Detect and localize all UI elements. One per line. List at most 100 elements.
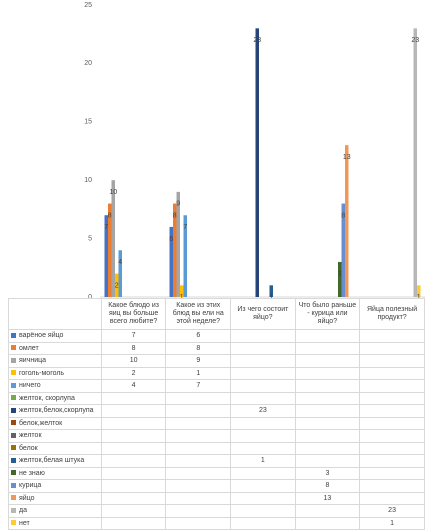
- table-row: варёное яйцо 7 6: [8, 329, 425, 343]
- bar: [176, 191, 180, 297]
- table-row: Какое блюдо из яиц вы больше всего любит…: [8, 298, 425, 330]
- table-cell: [100, 491, 167, 505]
- data-label: 10: [109, 189, 117, 196]
- table-cell: [359, 454, 425, 468]
- legend-key: [11, 357, 16, 363]
- table-cell: [165, 454, 232, 468]
- legend-label: белок: [19, 444, 38, 452]
- legend-key: [11, 420, 16, 426]
- data-label: 8: [108, 212, 112, 219]
- data-label: 9: [176, 201, 180, 208]
- table-row: белок,желток: [8, 416, 425, 430]
- table-cell: Что было раньше - курица или яйцо?: [294, 298, 361, 330]
- table-row: омлет 8 8: [8, 341, 425, 355]
- table-cell: яичница: [8, 354, 102, 368]
- bar: [180, 285, 184, 297]
- table-cell: [165, 516, 232, 530]
- table-cell: [359, 479, 425, 493]
- table-cell: 8: [294, 479, 361, 493]
- table-cell: [294, 379, 361, 393]
- bar: [118, 250, 122, 297]
- table-row: не знаю 3: [8, 466, 425, 480]
- table-cell: [294, 504, 361, 518]
- table-cell: [294, 391, 361, 405]
- table-cell: 9: [165, 354, 232, 368]
- table-cell: Какое из этих блюд вы ели на этой неделе…: [165, 298, 232, 330]
- table-row: яичница 10 9: [8, 354, 425, 368]
- legend-key: [11, 345, 16, 351]
- table-cell: 7: [100, 329, 167, 343]
- table-cell: [230, 479, 296, 493]
- table-cell: желток, скорлупа: [8, 391, 102, 405]
- table-cell: [359, 429, 425, 443]
- table-row: желток,белок,скорлупа 23: [8, 404, 425, 418]
- table-row: яйцо 13: [8, 491, 425, 505]
- legend-key: [11, 495, 16, 501]
- table-row: желток,белая штука 1: [8, 454, 425, 468]
- bar: [255, 28, 259, 298]
- table-cell: [359, 441, 425, 455]
- legend-label: яйцо: [19, 494, 35, 502]
- legend-label: ничего: [19, 382, 41, 390]
- table-cell: [230, 379, 296, 393]
- table-cell: [230, 441, 296, 455]
- legend-key: [11, 470, 16, 476]
- legend-label: омлет: [19, 344, 39, 352]
- table-cell: [359, 354, 425, 368]
- legend-key: [11, 520, 16, 526]
- table-cell: [230, 504, 296, 518]
- legend-key: [11, 407, 16, 413]
- legend-label: гоголь-моголь: [19, 369, 65, 377]
- table-cell: [294, 441, 361, 455]
- table-cell: 3: [294, 466, 361, 480]
- table-cell: 1: [165, 366, 232, 380]
- y-tick-label: 25: [84, 2, 92, 9]
- bar: [104, 215, 108, 297]
- table-cell: курица: [8, 479, 102, 493]
- table-cell: [100, 454, 167, 468]
- legend-label: варёное яйцо: [19, 332, 64, 340]
- data-label: 2: [115, 282, 119, 289]
- table-row: нет 1: [8, 516, 425, 530]
- legend-label: белок,желток: [19, 419, 63, 427]
- table-row: белок: [8, 441, 425, 455]
- bar: [417, 285, 421, 297]
- table-cell: [165, 429, 232, 443]
- table-cell: Какое блюдо из яиц вы больше всего любит…: [100, 298, 167, 330]
- table-cell: не знаю: [8, 466, 102, 480]
- table-cell: [230, 341, 296, 355]
- data-label: 23: [411, 37, 419, 44]
- legend-label: желток, скорлупа: [19, 394, 75, 402]
- legend-label: не знаю: [19, 469, 45, 477]
- table-cell: [294, 329, 361, 343]
- table-cell: [165, 479, 232, 493]
- table-cell: [294, 354, 361, 368]
- table-cell: [100, 404, 167, 418]
- table-row: курица 8: [8, 479, 425, 493]
- table-cell: Из чего состоит яйцо?: [230, 298, 296, 330]
- table-cell: [230, 329, 296, 343]
- legend-key: [11, 395, 16, 401]
- bar: [341, 203, 345, 297]
- bar: [111, 180, 115, 297]
- table-cell: [100, 416, 167, 430]
- table-cell: белок,желток: [8, 416, 102, 430]
- table-cell: 4: [100, 379, 167, 393]
- legend-label: нет: [19, 519, 30, 527]
- table-cell: белок: [8, 441, 102, 455]
- table-cell: 23: [359, 504, 425, 518]
- table-cell: [100, 479, 167, 493]
- table-cell: 8: [165, 341, 232, 355]
- y-tick-label: 0: [88, 294, 92, 300]
- table-row: желток: [8, 429, 425, 443]
- table-cell: ничего: [8, 379, 102, 393]
- bar: [108, 203, 112, 297]
- data-label: 8: [341, 212, 345, 219]
- table-cell: [294, 516, 361, 530]
- table-cell: [230, 391, 296, 405]
- table-cell: [230, 366, 296, 380]
- data-label: 13: [343, 154, 351, 161]
- table-cell: [230, 429, 296, 443]
- bar: [169, 226, 173, 297]
